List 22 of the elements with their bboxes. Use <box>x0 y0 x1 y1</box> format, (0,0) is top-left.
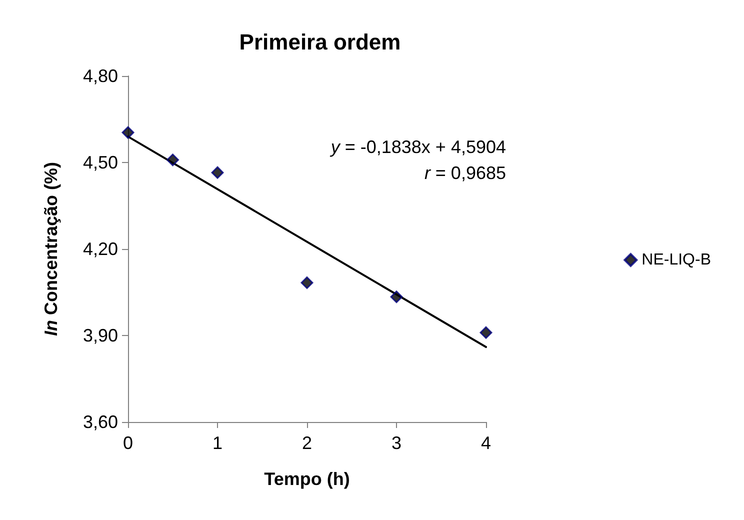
point <box>211 166 224 179</box>
x-tick-label: 2 <box>302 433 312 453</box>
annotation: r = 0,9685 <box>424 163 506 183</box>
x-tick-label: 4 <box>480 433 492 453</box>
point <box>300 276 314 289</box>
point <box>480 326 492 339</box>
chart-title: Primeira ordem <box>239 30 401 54</box>
point <box>390 290 403 304</box>
y-axis-title: In Concentração (%) <box>41 162 61 336</box>
annotation: y = -0,1838x + 4,5904 <box>328 137 506 157</box>
y-tick-label: 4,20 <box>82 239 118 259</box>
x-tick-label: 1 <box>212 433 223 453</box>
x-tick-label: 3 <box>391 433 402 453</box>
x-axis-title: Tempo (h) <box>264 469 350 489</box>
legend-label: NE-LIQ-B <box>642 252 711 268</box>
y-tick-label: 3,90 <box>82 326 118 346</box>
y-tick-label: 4,80 <box>82 66 118 86</box>
x-tick-label: 0 <box>122 433 134 453</box>
y-tick-label: 4,50 <box>82 152 118 172</box>
y-tick-label: 3,60 <box>82 412 118 432</box>
point <box>166 154 179 166</box>
point <box>122 126 134 139</box>
